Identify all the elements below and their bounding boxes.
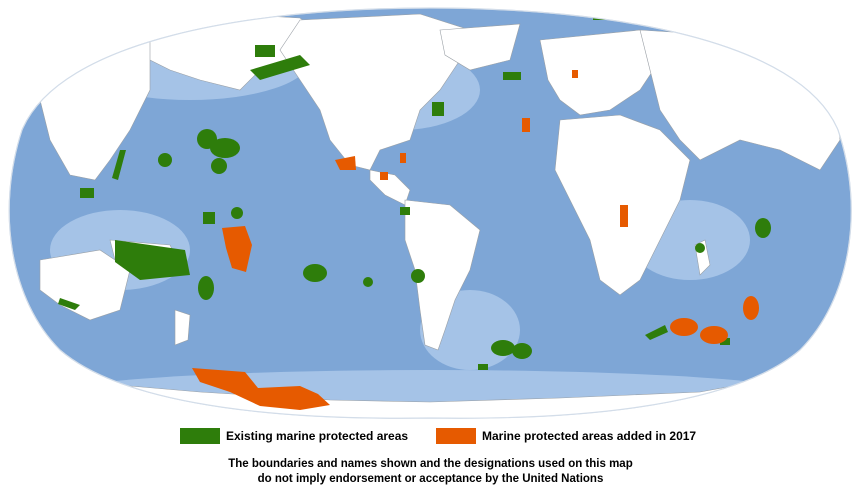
- disclaimer-line-2: do not imply endorsement or acceptance b…: [257, 473, 604, 485]
- mpa-great-barrier: [58, 298, 80, 310]
- land-new-zealand: [174, 309, 191, 346]
- mpa-kerguelen: [645, 325, 668, 340]
- mpa-aleutians: [250, 55, 310, 80]
- mpa-coral-sea: [115, 240, 190, 280]
- globe-outline: [8, 7, 852, 419]
- legend: Existing marine protected areas Marine p…: [0, 428, 861, 448]
- mpa-added-caribbean: [400, 153, 406, 163]
- mpa-added-mexico: [335, 156, 356, 170]
- added-mpas: [192, 70, 759, 410]
- mpa-pitcairn: [303, 264, 327, 282]
- mpa-hawaii-nw-2: [210, 138, 240, 158]
- mpa-added-mexico-2: [380, 172, 388, 180]
- mpa-heard: [720, 338, 730, 345]
- map-canvas: [8, 7, 852, 419]
- mpa-ross: [478, 364, 488, 370]
- mpa-added-europe: [572, 70, 578, 78]
- mpa-added-crozet: [700, 326, 728, 344]
- disclaimer: The boundaries and names shown and the d…: [0, 457, 861, 487]
- mpa-added-azores: [522, 118, 530, 132]
- legend-swatch-added: [436, 428, 476, 444]
- mpa-south-georgia-2: [512, 343, 532, 359]
- mpa-south-georgia: [491, 340, 515, 356]
- mpa-hawaii: [211, 158, 227, 174]
- legend-label-existing: Existing marine protected areas: [226, 429, 409, 443]
- mpa-added-pacific: [222, 226, 252, 272]
- legend-item-added: Marine protected areas added in 2017: [436, 428, 696, 444]
- mpa-chagos: [755, 218, 771, 238]
- mpa-japan: [80, 188, 94, 198]
- legend-item-existing: Existing marine protected areas: [180, 428, 408, 444]
- mpa-bering: [255, 45, 275, 57]
- mpa-baltic: [503, 72, 521, 80]
- mpa-new-caledonia: [198, 276, 214, 300]
- mpa-wake: [203, 212, 215, 224]
- world-map: [8, 7, 852, 419]
- mpa-north-sea: [593, 12, 623, 20]
- mpa-gulf: [432, 102, 444, 116]
- mpa-marianas: [112, 150, 126, 180]
- disclaimer-line-1: The boundaries and names shown and the d…: [228, 458, 633, 470]
- mpa-added-ross-sea: [192, 368, 330, 410]
- mpa-johnston: [158, 153, 172, 167]
- mpa-galapagos: [411, 269, 425, 283]
- mpa-caribbean: [400, 207, 410, 215]
- land-south-america: [404, 199, 481, 351]
- mpa-okhotsk: [160, 24, 180, 32]
- mpa-added-prince-edward: [670, 318, 698, 336]
- legend-label-added: Marine protected areas added in 2017: [482, 429, 697, 443]
- legend-swatch-existing: [180, 428, 220, 444]
- mpa-added-kerguelen: [743, 296, 759, 320]
- mpa-mozambique: [695, 243, 705, 253]
- land-greenland: [439, 23, 521, 71]
- mpa-kiribati: [231, 207, 243, 219]
- mpa-easter: [363, 277, 373, 287]
- mpa-added-west-africa: [620, 205, 628, 227]
